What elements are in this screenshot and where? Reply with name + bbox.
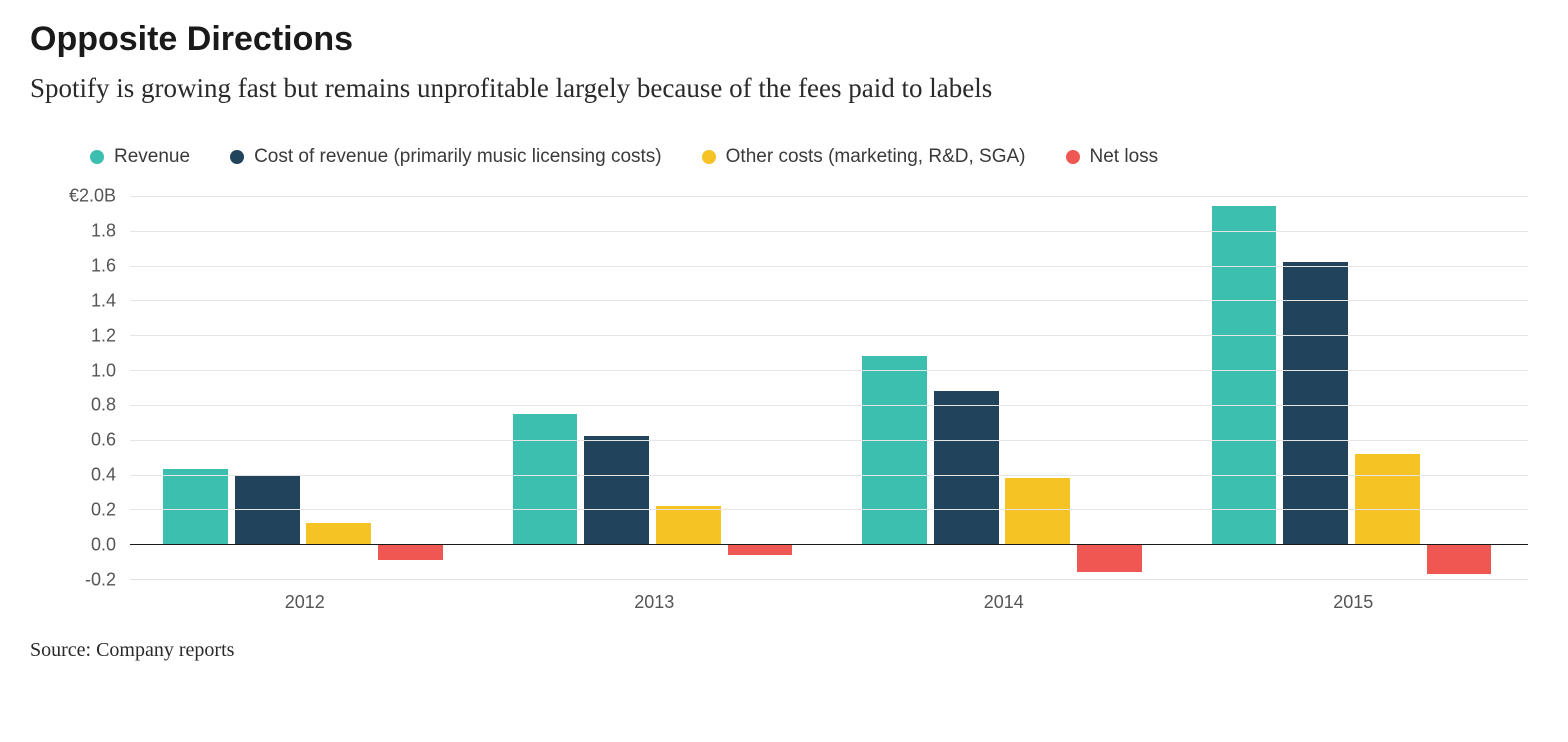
y-tick-label: 1.0 <box>91 360 116 381</box>
y-tick-label: 0.8 <box>91 395 116 416</box>
bar-net_loss <box>378 544 443 560</box>
bar-other_costs <box>1355 454 1420 545</box>
bar-net_loss <box>728 544 793 554</box>
bar-revenue <box>513 414 578 545</box>
bar-net_loss <box>1077 544 1142 572</box>
bar-groups <box>130 196 1528 579</box>
x-tick-label: 2014 <box>829 592 1179 613</box>
y-tick-label: 1.6 <box>91 255 116 276</box>
bar-other_costs <box>306 523 371 544</box>
y-tick-label: 0.4 <box>91 465 116 486</box>
bar-cost_of_revenue <box>1283 262 1348 544</box>
legend: Revenue Cost of revenue (primarily music … <box>90 146 1538 168</box>
bar-net_loss <box>1427 544 1492 574</box>
gridline <box>130 300 1528 301</box>
bar-group <box>1179 196 1529 579</box>
gridline <box>130 335 1528 336</box>
y-tick-label: 0.0 <box>91 535 116 556</box>
legend-label: Revenue <box>114 146 190 168</box>
gridline <box>130 440 1528 441</box>
y-tick-label: -0.2 <box>85 570 116 591</box>
bar-cost_of_revenue <box>584 436 649 544</box>
y-tick-label: 0.6 <box>91 430 116 451</box>
y-tick-label: 1.8 <box>91 220 116 241</box>
legend-label: Net loss <box>1090 146 1159 168</box>
x-tick-label: 2012 <box>130 592 480 613</box>
gridline <box>130 266 1528 267</box>
y-axis: €2.0B1.81.61.41.21.00.80.60.40.20.0-0.2 <box>30 196 116 580</box>
bar-other_costs <box>656 506 721 544</box>
legend-item: Revenue <box>90 146 190 168</box>
legend-swatch <box>1066 150 1080 164</box>
bar-revenue <box>163 469 228 544</box>
y-tick-label: 1.4 <box>91 290 116 311</box>
y-tick-label: 0.2 <box>91 500 116 521</box>
bar-revenue <box>862 356 927 544</box>
legend-item: Net loss <box>1066 146 1159 168</box>
plot-area <box>130 196 1528 580</box>
chart-title: Opposite Directions <box>30 20 1538 59</box>
gridline <box>130 475 1528 476</box>
bar-group <box>829 196 1179 579</box>
zero-line <box>130 544 1528 545</box>
chart: €2.0B1.81.61.41.21.00.80.60.40.20.0-0.2 … <box>30 196 1538 613</box>
y-tick-label: 1.2 <box>91 325 116 346</box>
x-tick-label: 2015 <box>1179 592 1529 613</box>
gridline <box>130 509 1528 510</box>
legend-swatch <box>230 150 244 164</box>
legend-label: Other costs (marketing, R&D, SGA) <box>726 146 1026 168</box>
y-tick-label: €2.0B <box>69 186 116 207</box>
gridline <box>130 405 1528 406</box>
legend-swatch <box>90 150 104 164</box>
legend-swatch <box>702 150 716 164</box>
bar-revenue <box>1212 206 1277 544</box>
chart-subtitle: Spotify is growing fast but remains unpr… <box>30 73 1538 104</box>
legend-label: Cost of revenue (primarily music licensi… <box>254 146 662 168</box>
bar-other_costs <box>1005 478 1070 544</box>
legend-item: Other costs (marketing, R&D, SGA) <box>702 146 1026 168</box>
gridline <box>130 231 1528 232</box>
chart-source: Source: Company reports <box>30 639 1538 662</box>
gridline <box>130 196 1528 197</box>
x-tick-label: 2013 <box>480 592 830 613</box>
gridline <box>130 370 1528 371</box>
legend-item: Cost of revenue (primarily music licensi… <box>230 146 662 168</box>
bar-cost_of_revenue <box>934 391 999 544</box>
bar-group <box>130 196 480 579</box>
bar-group <box>480 196 830 579</box>
x-axis: 2012201320142015 <box>130 592 1528 613</box>
